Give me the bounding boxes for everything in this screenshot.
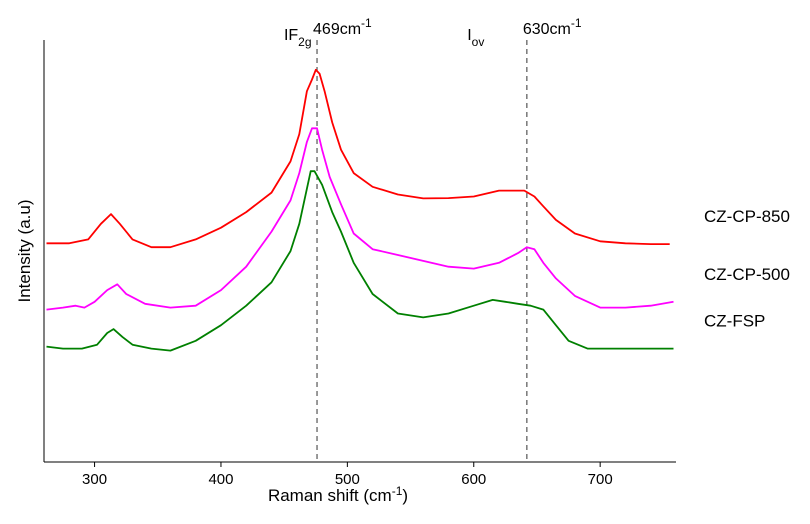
series-label: CZ-CP-850 (704, 207, 790, 226)
reference-lines (316, 40, 528, 462)
series-line (46, 127, 674, 311)
annotations: 469cm-1 630cm-1 IF2g Iov (284, 16, 582, 49)
series-line (46, 170, 674, 352)
x-tick-label: 500 (335, 471, 360, 488)
y-axis-title: Intensity (a.u) (15, 200, 34, 303)
x-ticks: 300 400 500 600 700 (82, 462, 613, 488)
band-label: IF2g (284, 27, 312, 49)
series-label: CZ-FSP (704, 312, 765, 331)
x-tick-label: 600 (461, 471, 486, 488)
x-axis-title: Raman shift (cm-1) (268, 484, 408, 505)
plot-area: 300 400 500 600 700 CZ-CP-850 CZ-CP-500 CZ-FSP… (43, 16, 790, 488)
series-line (46, 68, 670, 249)
series-label: CZ-CP-500 (704, 265, 790, 284)
series-group (46, 68, 674, 352)
peak-annotation: 469cm-1 (313, 16, 372, 38)
x-tick-label: 400 (208, 471, 233, 488)
x-tick-label: 300 (82, 471, 107, 488)
x-tick-label: 700 (588, 471, 613, 488)
series-labels: CZ-CP-850 CZ-CP-500 CZ-FSP (704, 207, 790, 331)
band-label: Iov (467, 27, 484, 49)
peak-annotation: 630cm-1 (523, 16, 582, 38)
